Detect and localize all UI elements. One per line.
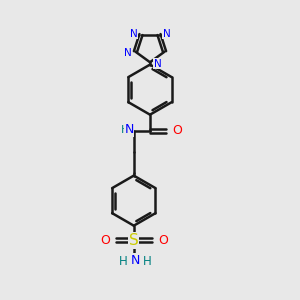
Text: O: O <box>100 234 110 247</box>
Text: N: N <box>124 48 132 58</box>
Text: O: O <box>173 124 182 137</box>
Text: N: N <box>154 59 162 69</box>
Text: N: N <box>130 29 137 39</box>
Text: N: N <box>130 254 140 267</box>
Text: S: S <box>129 233 139 248</box>
Text: N: N <box>163 29 170 39</box>
Text: H: H <box>121 125 129 135</box>
Text: H: H <box>143 255 152 268</box>
Text: N: N <box>124 124 134 136</box>
Text: O: O <box>158 234 168 247</box>
Text: H: H <box>118 255 127 268</box>
